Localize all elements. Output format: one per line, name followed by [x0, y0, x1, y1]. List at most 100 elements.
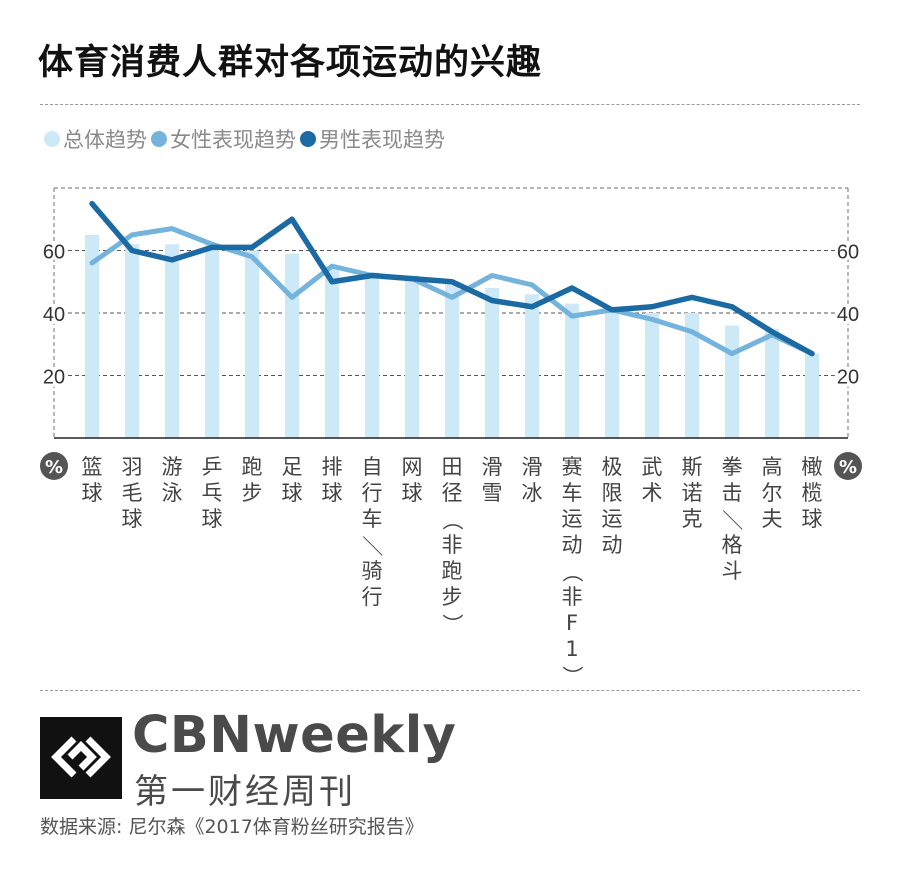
x-tick-char: 滑	[522, 455, 543, 479]
legend: 总体趋势 女性表现趋势 男性表现趋势	[44, 124, 449, 154]
brand-chinese: 第一财经周刊	[134, 772, 356, 812]
x-tick-label: 田径 （非跑步 ）	[440, 455, 464, 635]
x-tick-char: 球	[802, 507, 823, 531]
x-tick-char: 1	[565, 637, 578, 661]
x-tick-label: 篮球	[82, 455, 103, 505]
x-tick-char: 球	[282, 481, 303, 505]
x-tick-char: 球	[202, 507, 223, 531]
x-tick-label: 武术	[642, 455, 663, 505]
legend-marker-male	[300, 131, 316, 147]
legend-label-male: 男性表现趋势	[319, 128, 445, 152]
x-tick-label: 网球	[402, 455, 423, 505]
x-tick-char: 格	[722, 533, 743, 557]
x-tick-char: 冰	[522, 481, 543, 505]
bar	[485, 288, 499, 438]
x-tick-label: 跑步	[242, 455, 263, 505]
legend-label-overall: 总体趋势	[63, 128, 147, 152]
x-tick-char: 术	[642, 481, 663, 505]
bar	[285, 253, 299, 438]
x-tick-char: 骑	[362, 559, 383, 583]
legend-item-male: 男性表现趋势	[300, 124, 445, 154]
bar	[405, 275, 419, 438]
bar	[605, 306, 619, 438]
x-tick-char: 羽	[122, 455, 143, 479]
y-tick-label-left: 20	[43, 367, 65, 389]
x-tick-char: 行	[362, 585, 383, 609]
y-tick-label-right: 20	[837, 367, 859, 389]
y-tick-label-right: 60	[837, 242, 859, 264]
x-tick-char: 击	[722, 481, 743, 505]
bar	[445, 281, 459, 438]
x-tick-char: （	[440, 510, 464, 531]
y-tick-label-left: 40	[43, 304, 65, 326]
x-tick-char: 拳	[722, 455, 743, 479]
x-tick-label: 拳击 ／格斗	[720, 455, 744, 583]
bar	[645, 313, 659, 438]
x-tick-char: F	[566, 611, 578, 635]
x-tick-char: 乓	[202, 481, 223, 505]
x-tick-char: 限	[602, 481, 623, 505]
x-tick-char: 球	[322, 481, 343, 505]
x-tick-char: ／	[720, 510, 744, 531]
chart-title: 体育消费人群对各项运动的兴趣	[38, 43, 543, 83]
x-tick-char: 车	[362, 507, 383, 531]
x-tick-char: 克	[682, 507, 703, 531]
x-tick-label: 滑冰	[522, 455, 543, 505]
bar	[205, 244, 219, 438]
brand-english: CBNweekly	[132, 706, 457, 765]
bar	[245, 250, 259, 438]
x-tick-char: 车	[562, 481, 583, 505]
x-tick-label: 足球	[282, 455, 303, 505]
bar	[365, 272, 379, 438]
x-tick-char: 非	[442, 533, 463, 557]
x-tick-char: 赛	[562, 455, 583, 479]
x-tick-char: 尔	[762, 481, 783, 505]
legend-label-female: 女性表现趋势	[170, 128, 296, 152]
title-divider	[40, 104, 860, 105]
x-tick-char: 径	[442, 481, 463, 505]
legend-marker-female	[151, 131, 167, 147]
bar	[85, 234, 99, 438]
x-tick-char: 足	[282, 455, 303, 479]
x-tick-char: 动	[562, 533, 583, 557]
x-tick-label: 斯诺克	[682, 455, 703, 531]
bar	[165, 244, 179, 438]
x-tick-char: 极	[602, 455, 623, 479]
data-source: 数据来源: 尼尔森《2017体育粉丝研究报告》	[40, 816, 424, 838]
x-tick-char: 排	[322, 455, 343, 479]
x-tick-char: 田	[442, 455, 463, 479]
bar	[685, 313, 699, 438]
y-tick-label-left: 60	[43, 242, 65, 264]
x-tick-char: ）	[440, 614, 464, 635]
x-tick-char: 自	[362, 455, 383, 479]
x-tick-char: 动	[602, 533, 623, 557]
y-tick-label-right: 40	[837, 304, 859, 326]
x-tick-char: ）	[560, 666, 584, 687]
cbn-logo	[40, 717, 122, 799]
x-tick-char: 非	[562, 585, 583, 609]
bar	[765, 328, 779, 438]
x-tick-char: 雪	[482, 481, 503, 505]
bar	[805, 353, 819, 438]
x-tick-label: 高尔夫	[762, 455, 783, 531]
bar	[125, 244, 139, 438]
x-tick-char: 跑	[442, 559, 463, 583]
x-tick-label: 游泳	[162, 455, 183, 505]
legend-marker-overall	[44, 131, 60, 147]
legend-item-overall: 总体趋势	[44, 124, 147, 154]
x-tick-char: 步	[442, 585, 463, 609]
x-tick-char: 滑	[482, 455, 503, 479]
x-tick-char: 斯	[682, 455, 703, 479]
legend-item-female: 女性表现趋势	[151, 124, 296, 154]
x-tick-char: 斗	[722, 559, 743, 583]
unit-label-right: %	[839, 457, 857, 478]
x-tick-char: 游	[162, 455, 183, 479]
x-tick-char: 运	[562, 507, 583, 531]
unit-badge-left	[40, 452, 68, 480]
series-line-female	[89, 226, 815, 357]
x-tick-char: 篮	[82, 455, 103, 479]
x-tick-char: 毛	[122, 481, 143, 505]
x-tick-char: （	[560, 562, 584, 583]
x-tick-label: 乒乓球	[202, 455, 223, 531]
